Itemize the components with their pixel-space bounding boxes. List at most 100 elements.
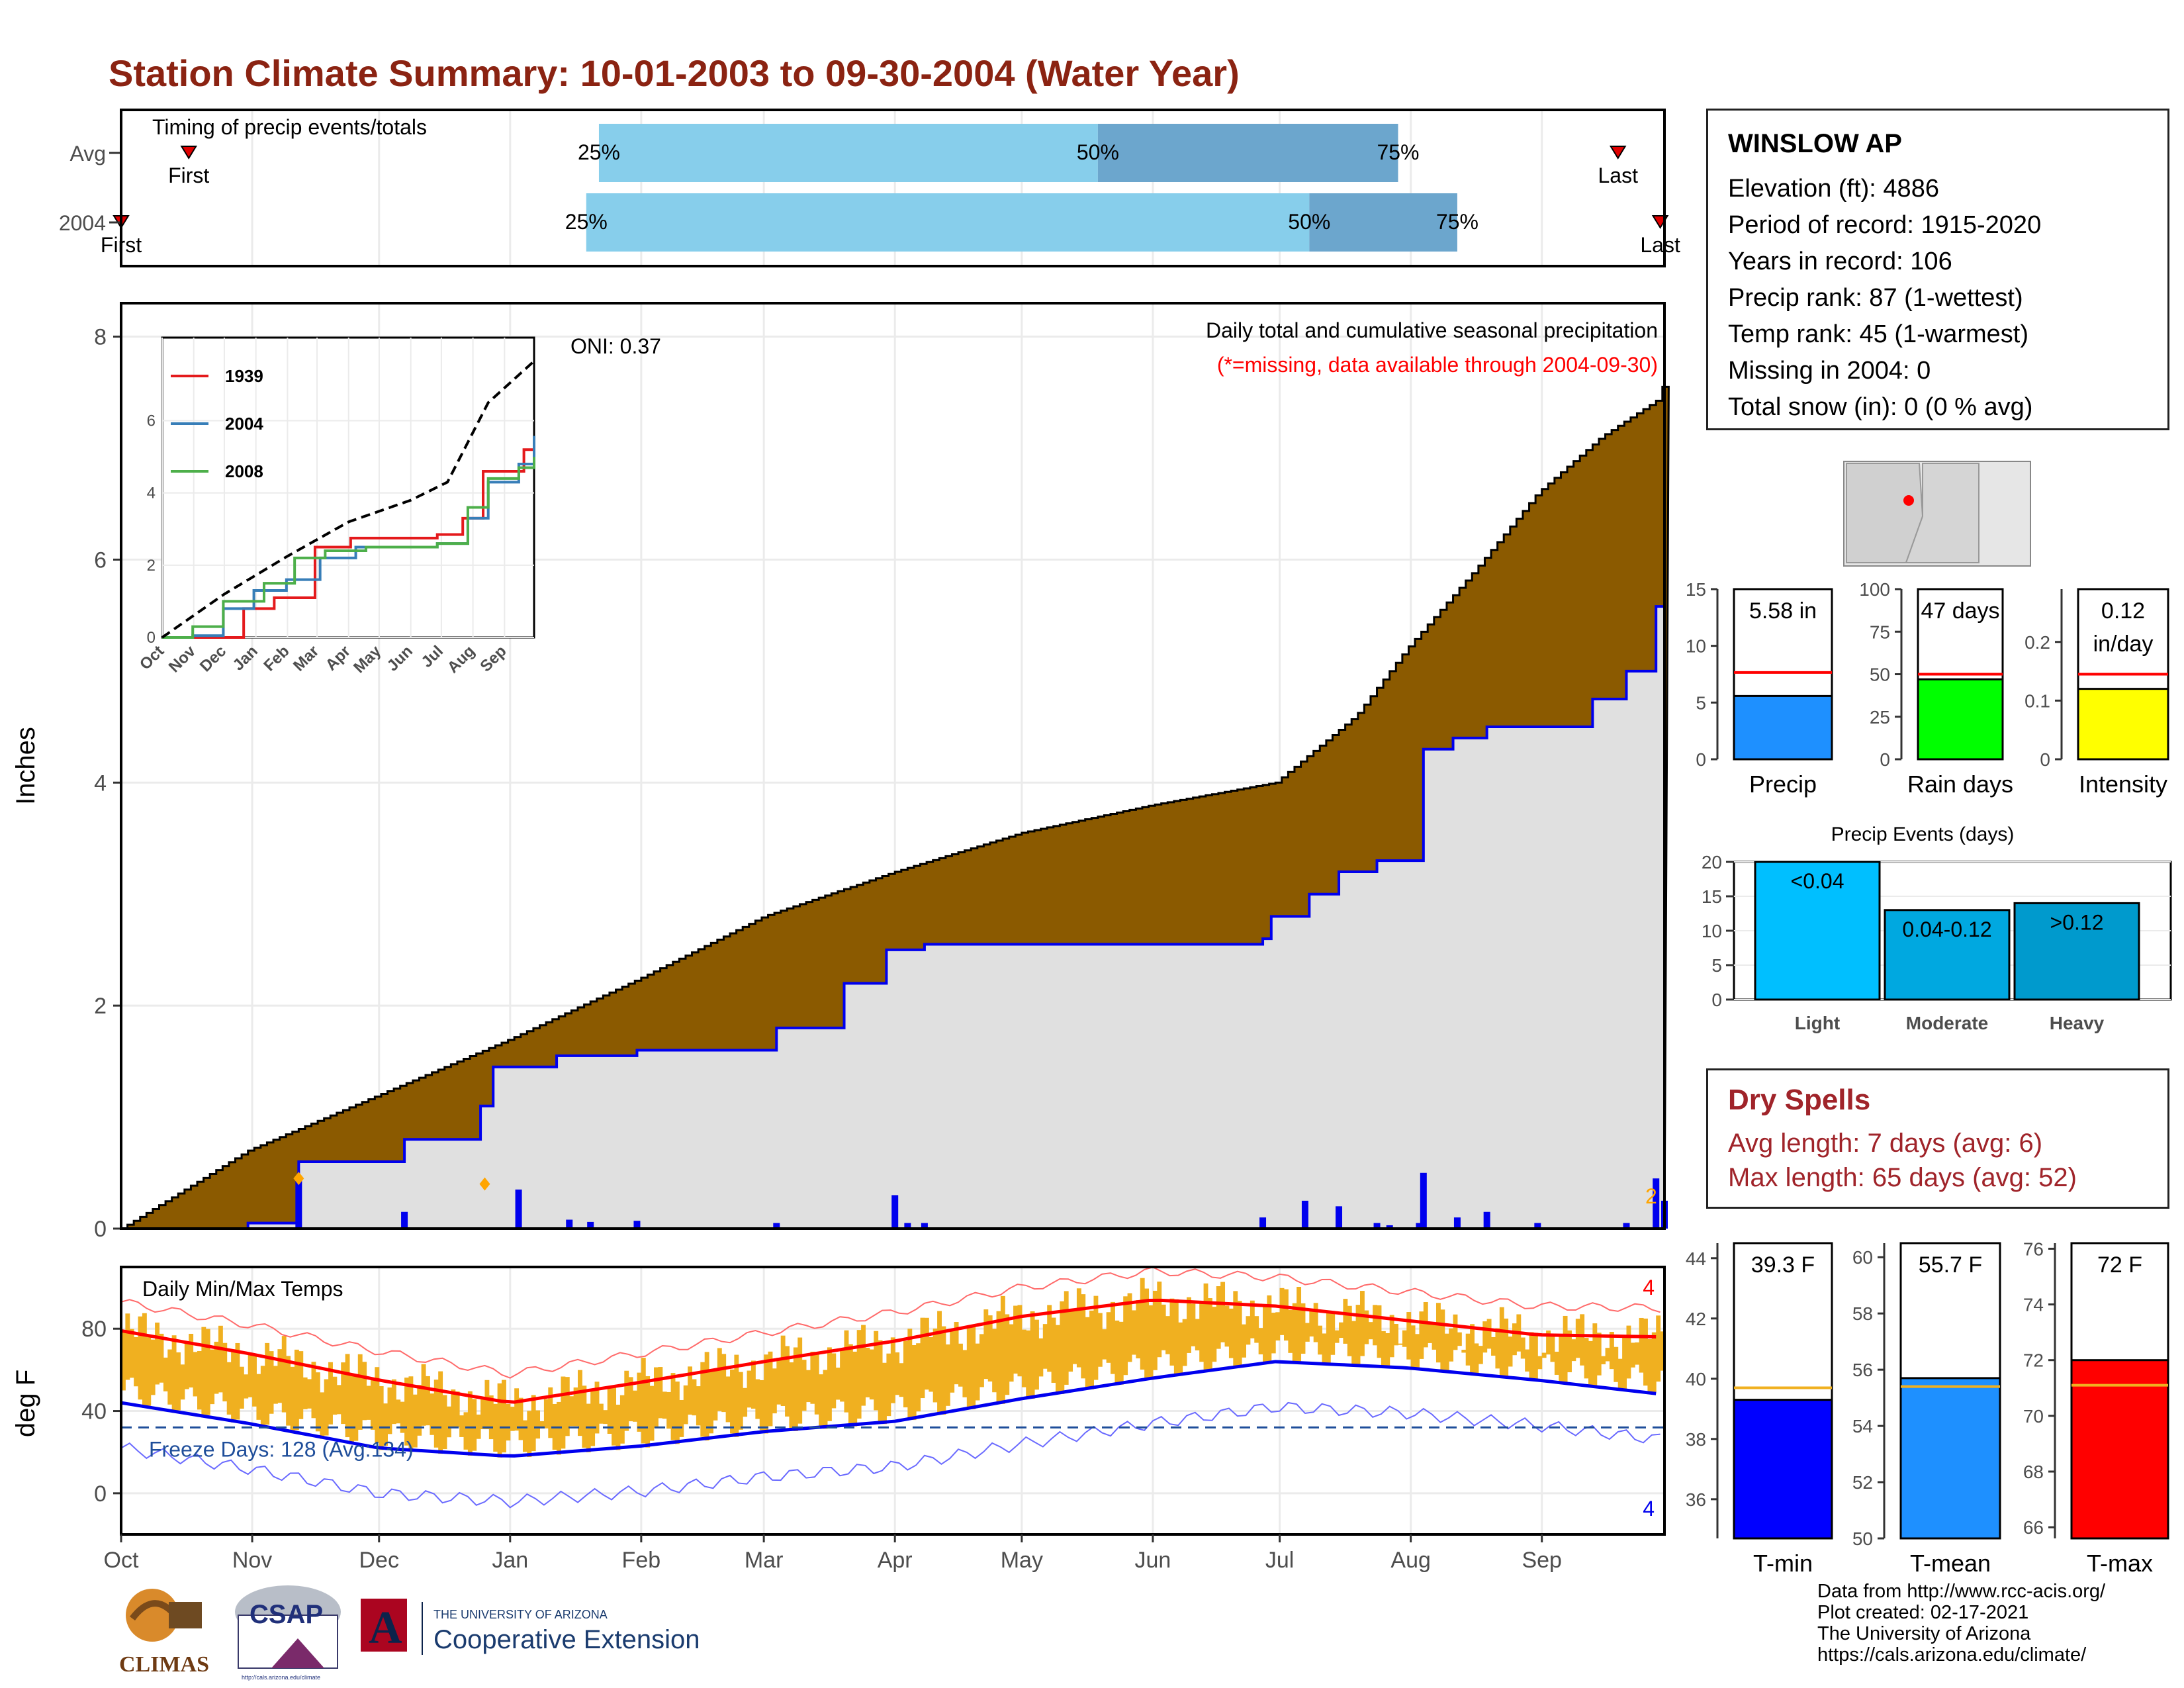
events-title: Precip Events (days) <box>1831 823 2015 845</box>
daily-temp-bar <box>197 1350 202 1410</box>
daily-temp-bar <box>488 1395 494 1440</box>
daily-temp-bar <box>1051 1317 1056 1383</box>
daily-temp-bar <box>214 1341 219 1394</box>
daily-temp-bar <box>1297 1286 1302 1364</box>
max-precip-marker <box>293 1172 304 1186</box>
precip-ytick-label: 6 <box>94 547 107 573</box>
daily-temp-bar <box>1343 1299 1348 1344</box>
daily-precip-bar <box>1301 1200 1308 1229</box>
precip-subtitle: (*=missing, data available through 2004-… <box>1217 353 1658 377</box>
daily-temp-bar <box>438 1371 443 1454</box>
daily-temp-bar <box>615 1405 621 1450</box>
events-bar-label: 0.04-0.12 <box>1902 917 1991 941</box>
university-of-arizona-logo: A THE UNIVERSITY OF ARIZONA Cooperative … <box>361 1599 700 1655</box>
events-ytick-label: 20 <box>1702 852 1722 872</box>
daily-temp-bar <box>1592 1323 1598 1386</box>
daily-temp-bar <box>222 1342 228 1402</box>
daily-temp-bar <box>590 1389 596 1446</box>
daily-temp-bar <box>315 1372 320 1432</box>
daily-temp-bar <box>1630 1342 1635 1368</box>
credits: Data from http://www.rcc-acis.org/ Plot … <box>1817 1581 2105 1665</box>
daily-temp-bar <box>1283 1289 1289 1341</box>
timing-label-25: 25% <box>565 210 608 234</box>
daily-temp-bar <box>658 1367 663 1419</box>
tmax-bar <box>2070 1359 2169 1540</box>
daily-temp-bar <box>1377 1305 1382 1358</box>
tmean-ytick-label: 60 <box>1852 1247 1873 1268</box>
inset-ytick-label: 4 <box>147 485 156 502</box>
daily-temp-bar <box>1465 1333 1471 1366</box>
daily-temp-bar <box>1318 1325 1322 1355</box>
daily-temp-bar <box>514 1388 520 1431</box>
daily-temp-bar <box>929 1336 934 1392</box>
timing-bar-50-75 <box>1309 193 1457 252</box>
daily-temp-bar <box>1478 1346 1483 1364</box>
daily-temp-bar <box>1068 1309 1073 1372</box>
daily-temp-bar <box>506 1403 511 1441</box>
rain-days-value-label: 47 days <box>1921 598 1999 624</box>
events-category-label: Light <box>1795 1013 1840 1033</box>
tmax-category-label: T-max <box>2087 1550 2153 1577</box>
last-precip-label: Last <box>1640 233 1680 257</box>
daily-temp-bar <box>1588 1340 1593 1387</box>
daily-temp-bar <box>979 1334 984 1387</box>
daily-temp-bar <box>417 1385 422 1436</box>
daily-temp-bar <box>996 1311 1001 1403</box>
daily-temp-bar <box>167 1349 173 1405</box>
daily-temp-bar <box>273 1366 278 1404</box>
daily-temp-bar <box>307 1379 312 1409</box>
daily-temp-bar <box>1402 1330 1407 1347</box>
normal-max-line <box>120 1298 1657 1404</box>
rain-days-ytick-label: 0 <box>1880 749 1890 770</box>
daily-temp-bar <box>324 1379 329 1436</box>
daily-precip-bar <box>1623 1223 1630 1229</box>
daily-temp-bar <box>958 1343 963 1387</box>
daily-temp-bar <box>725 1376 731 1423</box>
tmean-ytick-label: 52 <box>1852 1472 1873 1493</box>
station-precip-rank: Precip rank: 87 (1-wettest) <box>1728 284 2023 312</box>
daily-temp-bar <box>1326 1312 1331 1365</box>
daily-temp-bar <box>975 1343 980 1401</box>
daily-temp-bar <box>1212 1307 1217 1362</box>
daily-temp-bar <box>1499 1307 1504 1378</box>
daily-precip-bar <box>1653 1178 1660 1229</box>
svg-text:A: A <box>369 1603 402 1654</box>
precip-corner-note: 2 <box>1645 1184 1657 1208</box>
daily-temp-bar <box>171 1335 177 1413</box>
daily-temp-bar <box>1584 1338 1589 1379</box>
daily-temp-bar <box>962 1350 968 1397</box>
inset-legend-label: 1939 <box>225 366 263 386</box>
events-ytick-label: 0 <box>1711 990 1722 1010</box>
events-ytick-label: 15 <box>1702 886 1722 907</box>
dry-spells-avg: Avg length: 7 days (avg: 6) <box>1728 1129 2043 1158</box>
daily-temp-bar <box>819 1374 824 1426</box>
daily-temp-bar <box>1461 1350 1467 1353</box>
daily-temp-bar <box>987 1315 993 1382</box>
daily-temp-bar <box>713 1370 718 1421</box>
daily-temp-bar <box>764 1354 769 1434</box>
daily-temp-bar <box>332 1376 338 1415</box>
daily-temp-bar <box>1258 1328 1263 1355</box>
daily-temp-bar <box>1187 1297 1191 1353</box>
daily-temp-bar <box>612 1386 617 1446</box>
daily-temp-bar <box>1309 1310 1314 1336</box>
tmin-ytick-label: 44 <box>1686 1248 1706 1269</box>
month-label: Sep <box>1522 1548 1562 1573</box>
daily-temp-bar <box>535 1410 541 1439</box>
csap-logo: CSAP http://cals.arizona.edu/climate <box>235 1585 341 1681</box>
daily-temp-bar <box>1339 1322 1343 1338</box>
daily-temp-bar <box>518 1397 523 1440</box>
daily-temp-bar <box>747 1370 752 1408</box>
last-precip-marker <box>1609 146 1627 160</box>
daily-temp-bar <box>1148 1305 1154 1380</box>
daily-temp-bar <box>1042 1324 1048 1369</box>
daily-precip-bar <box>1373 1223 1381 1229</box>
daily-temp-bar <box>797 1337 803 1424</box>
freeze-days-label: Freeze Days: 128 (Avg:134) <box>149 1437 414 1461</box>
svg-text:CLIMAS: CLIMAS <box>119 1652 209 1677</box>
record-max-count: 4 <box>1643 1276 1655 1299</box>
daily-temp-bar <box>856 1330 862 1419</box>
daily-precip-bar <box>1483 1211 1490 1229</box>
events-bar <box>1884 909 2011 1001</box>
